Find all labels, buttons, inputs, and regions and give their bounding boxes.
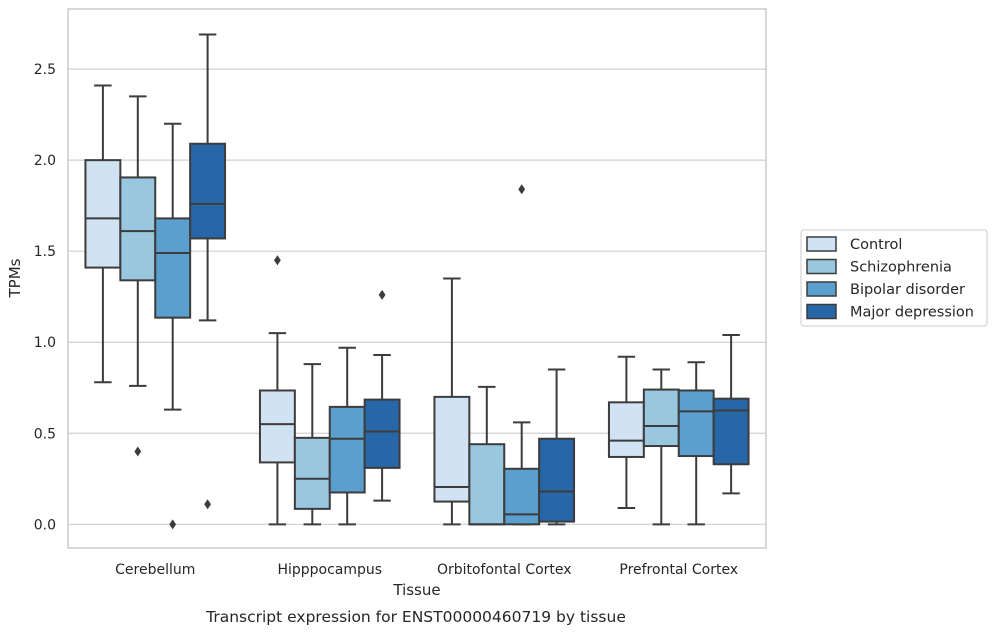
- legend-label: Bipolar disorder: [850, 282, 965, 298]
- box: [363, 289, 401, 502]
- y-axis-label: TPMs: [6, 258, 24, 298]
- box: [154, 122, 192, 530]
- x-tick-label: Orbitofontal Cortex: [437, 562, 572, 578]
- y-tick-label: 1.0: [34, 335, 56, 351]
- y-tick-label: 1.5: [34, 244, 56, 260]
- outlier-point: [134, 446, 142, 457]
- x-axis-label: Tissue: [392, 581, 440, 599]
- box-iqr: [363, 398, 401, 469]
- x-tick-labels: Cerebellum Hipppocampus Orbitofontal Corte…: [115, 562, 738, 578]
- y-tick-label: 0.5: [34, 426, 56, 442]
- box: [712, 333, 750, 495]
- box-iqr: [258, 389, 296, 464]
- legend-swatch: [806, 303, 837, 320]
- box: [433, 277, 471, 526]
- outlier-point: [169, 519, 177, 530]
- legend-frame: [800, 229, 988, 327]
- box: [607, 355, 645, 509]
- box-groups: [84, 33, 750, 530]
- box-iqr: [503, 467, 541, 526]
- box-iqr: [328, 405, 366, 494]
- figure-caption: Transcript expression for ENST0000046071…: [205, 608, 626, 626]
- box-iqr: [677, 389, 715, 458]
- box-iqr: [642, 388, 680, 448]
- outlier-point: [378, 289, 386, 300]
- x-tick-label: Hipppocampus: [277, 562, 382, 578]
- box-iqr: [293, 436, 331, 510]
- outlier-point: [204, 499, 211, 510]
- box-iqr: [433, 395, 471, 503]
- box: [258, 255, 296, 526]
- legend: Control Schizophrenia Bipolar disorder Majo…: [800, 229, 988, 327]
- box: [119, 95, 157, 457]
- outlier-point: [274, 255, 281, 266]
- box: [189, 33, 227, 510]
- box: [328, 346, 366, 526]
- y-tick-labels: 0.0 0.5 1.0 1.5 2.0 2.5: [34, 62, 56, 533]
- x-tick-label: Prefrontal Cortex: [619, 562, 738, 578]
- y-tick-label: 0.0: [34, 517, 56, 533]
- box: [538, 368, 576, 526]
- box: [293, 363, 331, 526]
- box: [84, 84, 122, 384]
- box: [468, 385, 506, 526]
- box-iqr: [84, 159, 122, 269]
- legend-swatch: [806, 236, 837, 252]
- box: [503, 184, 541, 526]
- x-tick-label: Cerebellum: [115, 562, 195, 578]
- box-iqr: [538, 437, 576, 523]
- box: [642, 368, 680, 526]
- box-iqr: [607, 401, 645, 458]
- plot-frame: [67, 8, 767, 549]
- box: [677, 361, 715, 526]
- box-iqr: [154, 217, 192, 319]
- legend-label: Schizophrenia: [850, 260, 952, 276]
- outlier-point: [518, 184, 526, 195]
- legend-label: Control: [850, 237, 902, 253]
- y-tick-label: 2.5: [34, 62, 56, 78]
- legend-swatch: [806, 258, 837, 275]
- box-iqr: [468, 443, 506, 526]
- box-iqr: [189, 142, 227, 240]
- y-tick-label: 2.0: [34, 153, 56, 169]
- box-iqr: [712, 397, 750, 466]
- legend-label: Major depression: [850, 305, 974, 321]
- legend-swatch: [806, 281, 837, 297]
- box-iqr: [119, 176, 157, 282]
